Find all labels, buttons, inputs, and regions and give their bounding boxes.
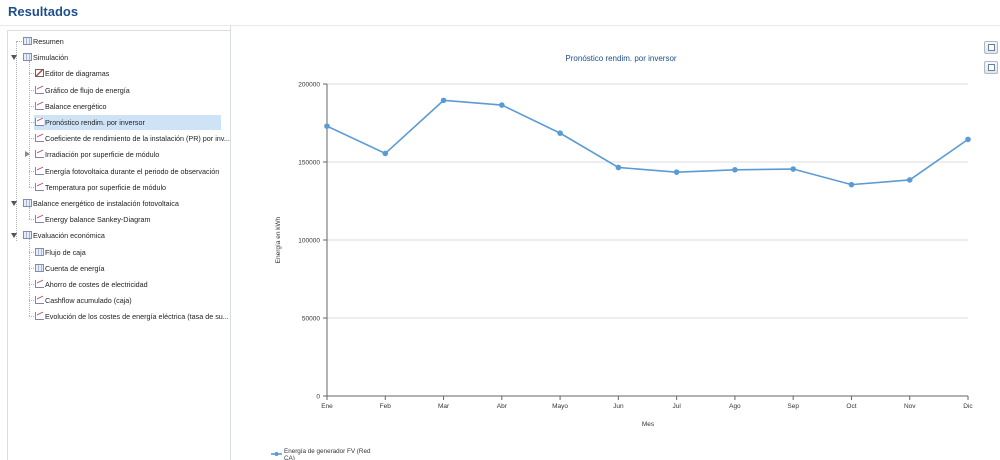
- chart-icon: [35, 296, 44, 305]
- tree-item-label: Gráfico de flujo de energía: [45, 85, 130, 95]
- tree-item-label: Energy balance Sankey-Diagram: [45, 215, 151, 225]
- tree-connector: [29, 186, 34, 188]
- tree-guide-line: [16, 41, 17, 242]
- tree-connector: [29, 267, 34, 269]
- results-header: Resultados: [0, 0, 1000, 26]
- tree-item-label: Balance energético: [45, 101, 107, 111]
- results-tree-panel: [0, 26, 231, 460]
- export-chart-button[interactable]: [984, 41, 998, 54]
- collapse-icon[interactable]: [11, 55, 17, 61]
- table-icon: [35, 263, 44, 272]
- expand-icon[interactable]: [25, 151, 30, 158]
- table-icon: [23, 199, 32, 207]
- tree-item[interactable]: Pronóstico rendim. por inversor: [34, 115, 221, 130]
- chart-icon: [35, 101, 44, 110]
- chart-icon: [35, 166, 44, 175]
- tree-connector: [29, 73, 34, 75]
- collapse-icon[interactable]: [11, 233, 17, 239]
- tree-item-label: Balance energético de instalación fotovo…: [33, 199, 179, 208]
- chart-icon: [35, 85, 44, 94]
- tree-connector: [29, 316, 34, 318]
- chart-icon: [35, 118, 44, 126]
- chart-icon: [35, 182, 44, 191]
- tree-connector: [29, 138, 34, 140]
- tree-connector: [29, 122, 34, 123]
- collapse-icon[interactable]: [11, 201, 17, 206]
- chart-icon: [35, 215, 44, 224]
- tree-item-label: Irradiación por superficie de módulo: [45, 150, 160, 160]
- table-icon: [23, 231, 32, 240]
- table-icon: [35, 247, 44, 256]
- tree-item-label: Cuenta de energía: [45, 263, 105, 273]
- tree-guide-line: [29, 61, 30, 187]
- tree-item-label: Coeficiente de rendimiento de la instala…: [45, 134, 230, 144]
- edit-chart-icon: [35, 69, 44, 78]
- tree-item-label: Pronóstico rendim. por inversor: [45, 118, 145, 127]
- tree-item-label: Ahorro de costes de electricidad: [45, 280, 148, 289]
- tree-item-label: Flujo de caja: [45, 247, 86, 257]
- tree-connector: [29, 300, 34, 302]
- chart-icon: [35, 134, 44, 143]
- tree-connector: [29, 89, 34, 91]
- chart-icon: [35, 150, 44, 159]
- tree-item-label: Temperatura por superficie de módulo: [45, 182, 167, 192]
- tree-guide-line: [29, 207, 30, 220]
- tree-item-label: Simulación: [33, 53, 69, 63]
- table-icon: [23, 37, 32, 45]
- export-chart-icon: [988, 44, 995, 51]
- results-tree-border: [7, 30, 231, 460]
- chart-icon: [35, 312, 44, 321]
- tree-item-label: Evolución de los costes de energía eléct…: [45, 312, 229, 322]
- tree-item-label: Energía fotovoltaica durante el periodo …: [45, 166, 220, 176]
- copy-icon: [988, 64, 995, 71]
- tree-connector: [16, 41, 22, 42]
- tree-connector: [29, 105, 34, 107]
- tree-connector: [29, 284, 34, 285]
- table-icon: [23, 53, 32, 62]
- chart-area: [232, 27, 1000, 460]
- tree-connector: [29, 219, 34, 221]
- chart-icon: [35, 280, 44, 288]
- copy-chart-button[interactable]: [984, 61, 998, 74]
- tree-item-label: Evaluación económica: [33, 231, 105, 241]
- tree-connector: [29, 251, 34, 253]
- tree-item-label: Editor de diagramas: [45, 69, 110, 79]
- tree-item-label: Cashflow acumulado (caja): [45, 296, 132, 306]
- tree-item-label: Resumen: [33, 37, 64, 46]
- tree-guide-line: [29, 239, 30, 317]
- tree-connector: [29, 170, 34, 172]
- page-title: Resultados: [8, 4, 79, 19]
